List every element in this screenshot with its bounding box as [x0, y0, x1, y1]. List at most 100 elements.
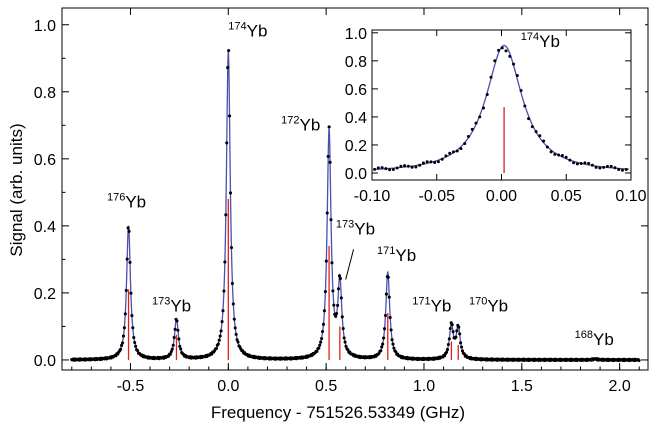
- data-point: [126, 226, 130, 230]
- inset-y-tick-label: 0.8: [345, 54, 367, 71]
- data-point: [222, 289, 226, 293]
- x-tick-label: -0.5: [117, 378, 145, 395]
- y-tick-label: 0.2: [34, 286, 56, 303]
- x-tick-label: 0.5: [315, 378, 337, 395]
- inset-data-point: [470, 127, 474, 131]
- y-tick-label: 0.8: [34, 85, 56, 102]
- inset-data-point: [489, 75, 493, 79]
- inset-x-tick-label: -0.10: [354, 188, 391, 205]
- data-point: [226, 66, 230, 70]
- isotope-mass: 174: [228, 20, 246, 32]
- data-point: [446, 342, 450, 347]
- isotope-element: Yb: [247, 21, 268, 40]
- inset-data-point: [519, 89, 523, 93]
- inset-data-point: [512, 62, 516, 66]
- isotope-label: 173Yb: [336, 218, 375, 238]
- inset-data-point: [388, 168, 392, 172]
- inset-data-point: [429, 160, 433, 164]
- y-axis-label: Signal (arb. units): [7, 123, 26, 256]
- inset-data-point: [478, 115, 482, 119]
- data-point: [218, 334, 222, 338]
- isotope-label: 176Yb: [107, 191, 146, 211]
- isotope-element: Yb: [593, 330, 614, 349]
- data-point: [327, 125, 331, 129]
- inset-data-point: [425, 160, 429, 164]
- inset-data-point: [410, 165, 414, 169]
- data-point: [380, 345, 384, 349]
- inset-data-point: [545, 145, 549, 149]
- data-point: [179, 347, 183, 351]
- inset-y-tick-label: 0.0: [345, 166, 367, 183]
- data-point: [122, 326, 126, 330]
- inset-data-point: [373, 167, 377, 171]
- data-point: [389, 328, 393, 332]
- inset-data-point: [572, 161, 576, 165]
- data-point: [451, 330, 455, 334]
- inset-data-point: [485, 92, 489, 96]
- inset-x-tick-label: 0.10: [615, 188, 646, 205]
- data-point: [444, 350, 449, 354]
- data-point: [169, 349, 173, 354]
- inset-y-tick-label: 0.4: [345, 110, 367, 127]
- data-point: [221, 309, 225, 313]
- inset-data-point: [598, 166, 602, 170]
- data-point: [120, 343, 124, 348]
- data-point: [227, 49, 231, 53]
- data-point: [457, 325, 461, 329]
- inset-data-point: [538, 134, 542, 138]
- data-point: [445, 348, 450, 352]
- data-point: [326, 154, 330, 159]
- data-point: [231, 302, 235, 306]
- inset-data-point: [504, 49, 508, 53]
- data-point: [394, 350, 398, 354]
- data-point: [448, 326, 452, 331]
- inset-data-point: [493, 59, 497, 63]
- data-point: [131, 326, 135, 330]
- inset-y-tick-label: 0.6: [345, 82, 367, 99]
- inset-data-point: [399, 164, 403, 168]
- inset-data-point: [440, 157, 444, 161]
- data-point: [315, 349, 319, 353]
- inset-data-point: [579, 161, 583, 165]
- inset-data-point: [624, 167, 628, 171]
- inset-background: [334, 18, 645, 210]
- inset-data-point: [542, 139, 546, 143]
- data-point: [214, 346, 218, 351]
- data-point: [459, 341, 463, 345]
- data-point: [168, 352, 172, 356]
- data-point: [338, 276, 342, 280]
- inset-data-point: [474, 121, 478, 125]
- data-point: [388, 316, 392, 320]
- inset-data-point: [620, 168, 624, 172]
- data-point: [234, 332, 238, 336]
- inset-data-point: [500, 46, 504, 50]
- data-point: [336, 287, 341, 291]
- data-point: [334, 314, 338, 318]
- data-point: [323, 290, 327, 294]
- inset-data-point: [617, 168, 621, 172]
- data-point: [223, 260, 227, 264]
- inset-data-point: [583, 161, 587, 165]
- x-tick-label: 1.0: [413, 378, 435, 395]
- data-point: [173, 327, 177, 331]
- data-point: [233, 326, 237, 330]
- data-point: [132, 336, 136, 340]
- data-point: [125, 257, 129, 261]
- inset-data-point: [557, 153, 561, 157]
- data-point: [336, 303, 340, 307]
- data-point: [328, 160, 332, 164]
- data-point: [342, 336, 346, 340]
- inset-data-point: [444, 154, 448, 158]
- data-point: [324, 259, 328, 263]
- data-point: [127, 229, 131, 233]
- data-point: [130, 314, 134, 318]
- isotope-label: 173Yb: [152, 295, 191, 315]
- data-point: [228, 191, 233, 195]
- inset-data-point: [395, 166, 399, 170]
- x-tick-label: 1.5: [511, 378, 533, 395]
- data-point: [229, 246, 233, 250]
- data-point: [339, 296, 343, 300]
- data-point: [320, 337, 324, 341]
- data-point: [460, 349, 465, 353]
- data-point: [128, 260, 132, 264]
